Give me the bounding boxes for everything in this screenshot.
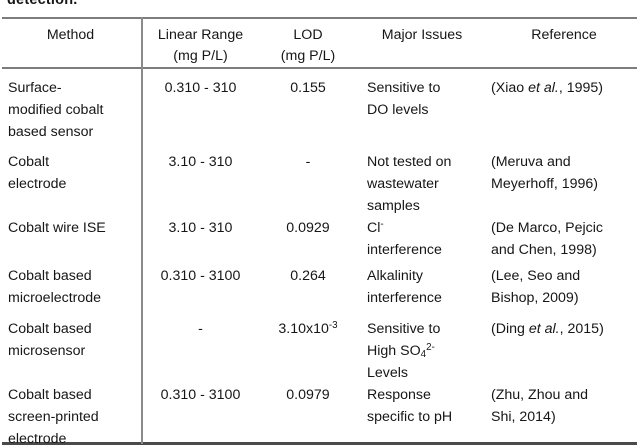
table-top-rule	[2, 17, 637, 19]
table-vertical-rule	[141, 17, 143, 444]
lod-cell: 0.0929	[286, 220, 330, 236]
method-cell: Cobalt electrode	[8, 154, 67, 192]
major-issues-cell: Sensitive to DO levels	[367, 80, 441, 118]
method-cell: Cobalt wire ISE	[8, 220, 106, 236]
table-bottom-rule	[2, 442, 637, 445]
major-issues-cell: Not tested on wastewater samples	[367, 154, 452, 214]
reference-cell: (Xiao et al., 1995)	[491, 80, 603, 96]
table-row: Cobalt based microelectrode 0.310 - 3100 …	[0, 261, 640, 314]
reference-cell: (Meruva and Meyerhoff, 1996)	[491, 154, 598, 192]
header-lod: LOD (mg P/L)	[280, 27, 336, 64]
linear-range-cell: 0.310 - 310	[164, 80, 237, 96]
table-caption-fragment: detection.	[7, 0, 77, 10]
table-row: Surface-modified cobalt based sensor 0.31…	[0, 69, 640, 147]
major-issues-cell: Alkalinity interference	[367, 268, 442, 306]
linear-range-cell: 3.10 - 310	[168, 154, 233, 170]
table-row: Cobalt based microsensor - 3.10x10-3 Sens…	[0, 314, 640, 381]
table-row: Cobalt electrode 3.10 - 310 - Not tested …	[0, 147, 640, 214]
method-cell: Cobalt based microelectrode	[8, 268, 102, 306]
header-method: Method	[46, 27, 95, 43]
table-row: Cobalt wire ISE 3.10 - 310 0.0929 Cl-int…	[0, 214, 640, 261]
major-issues-cell: Response specific to pH	[367, 387, 453, 425]
table-row: Cobalt based screen-printed electrode 0.31…	[0, 380, 640, 447]
linear-range-cell: -	[198, 321, 203, 337]
header-reference: Reference	[531, 27, 597, 43]
table-body: Surface-modified cobalt based sensor 0.31…	[0, 69, 640, 447]
reference-cell: (Lee, Seo and Bishop, 2009)	[491, 268, 581, 306]
linear-range-cell: 0.310 - 3100	[160, 387, 241, 403]
header-major-issues: Major Issues	[381, 27, 463, 43]
table-header-rule	[2, 67, 637, 69]
major-issues-cell: Sensitive to High SO42- Levels	[367, 321, 441, 381]
lod-cell: 0.264	[290, 268, 326, 284]
linear-range-cell: 3.10 - 310	[168, 220, 233, 236]
method-cell: Cobalt based screen-printed electrode	[8, 387, 99, 447]
caption-text: detection.	[7, 0, 78, 8]
method-cell: Surface-modified cobalt based sensor	[8, 80, 104, 140]
lod-cell: 0.155	[290, 80, 326, 96]
reference-cell: (De Marco, Pejcic and Chen, 1998)	[491, 220, 603, 258]
major-issues-cell: Cl-interference	[367, 219, 442, 258]
method-cell: Cobalt based microsensor	[8, 321, 92, 359]
reference-cell: (Ding et al., 2015)	[491, 321, 604, 337]
table-header-row: Method Linear Range (mg P/L) LOD (mg P/L) …	[0, 19, 640, 67]
linear-range-cell: 0.310 - 3100	[160, 268, 241, 284]
lod-cell: -	[305, 154, 311, 170]
lod-cell: 3.10x10-3	[278, 320, 338, 337]
lod-cell: 0.0979	[286, 387, 330, 403]
header-linear-range: Linear Range (mg P/L)	[157, 27, 244, 64]
reference-cell: (Zhu, Zhou and Shi, 2014)	[491, 387, 589, 425]
